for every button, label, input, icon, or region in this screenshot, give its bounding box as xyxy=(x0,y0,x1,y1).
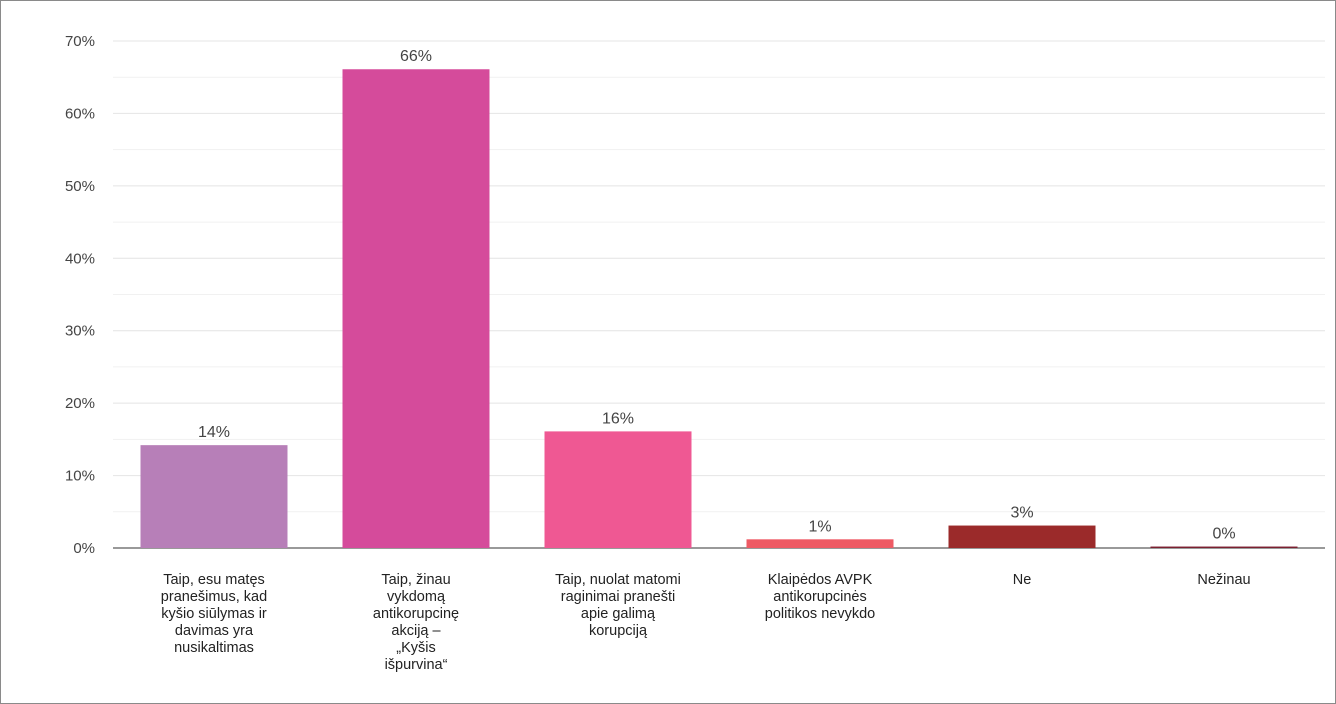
bar xyxy=(544,431,692,548)
y-tick-label: 30% xyxy=(65,323,95,340)
category-label-line: antikorupcinę xyxy=(373,606,459,622)
category-label-line: išpurvina“ xyxy=(385,657,448,673)
category-label-line: „Kyšis xyxy=(396,640,435,656)
gridlines xyxy=(113,40,1325,549)
y-axis-tick-labels: 0% 10% 20% 30% 40% 50% 60% 70% xyxy=(65,33,95,557)
y-tick-label: 10% xyxy=(65,468,95,485)
category-label-line: kyšio siūlymas ir xyxy=(161,606,267,622)
category-label-line: Taip, esu matęs xyxy=(163,572,265,588)
category-label-line: raginimai pranešti xyxy=(561,589,675,605)
category-label-line: apie galimą xyxy=(581,606,656,622)
category-label-line: Ne xyxy=(1013,572,1032,588)
category-label-line: Klaipėdos AVPK xyxy=(768,572,873,588)
category-label: Taip, nuolat matomi raginimai pranešti api… xyxy=(555,572,681,639)
category-label-line: Taip, nuolat matomi xyxy=(555,572,681,588)
data-labels: 14% 66% 16% 1% 3% 0% xyxy=(198,48,1236,542)
category-label: Ne xyxy=(1013,572,1032,588)
category-label: Taip, esu matęs pranešimus, kad kyšio siūl… xyxy=(161,572,267,656)
category-label-line: antikorupcinės xyxy=(773,589,867,605)
category-label: Taip, žinau vykdomą antikorupcinę akciją – „… xyxy=(373,572,459,673)
category-labels: Taip, esu matęs pranešimus, kad kyšio siūl… xyxy=(161,572,1251,673)
category-label-line: davimas yra xyxy=(175,623,254,639)
data-label: 14% xyxy=(198,424,230,441)
category-label-line: Nežinau xyxy=(1197,572,1250,588)
data-label: 0% xyxy=(1212,526,1235,543)
bars xyxy=(140,69,1298,549)
category-label-line: pranešimus, kad xyxy=(161,589,267,605)
y-tick-label: 40% xyxy=(65,250,95,267)
category-label-line: nusikaltimas xyxy=(174,640,254,656)
bar xyxy=(746,539,894,548)
bar xyxy=(948,525,1096,548)
data-label: 3% xyxy=(1010,505,1033,522)
y-tick-label: 70% xyxy=(65,33,95,50)
y-tick-label: 0% xyxy=(73,540,95,557)
bar xyxy=(140,445,288,548)
data-label: 16% xyxy=(602,410,634,427)
y-tick-label: 60% xyxy=(65,105,95,122)
bar xyxy=(1150,546,1298,548)
category-label-line: vykdomą xyxy=(387,589,446,605)
y-tick-label: 20% xyxy=(65,395,95,412)
category-label: Nežinau xyxy=(1197,572,1250,588)
y-tick-label: 50% xyxy=(65,178,95,195)
category-label-line: Taip, žinau xyxy=(381,572,450,588)
category-label: Klaipėdos AVPK antikorupcinės politikos ne… xyxy=(765,572,875,622)
category-label-line: politikos nevykdo xyxy=(765,606,875,622)
bar xyxy=(342,69,490,549)
data-label: 1% xyxy=(808,518,831,535)
category-label-line: akciją – xyxy=(391,623,441,639)
category-label-line: korupciją xyxy=(589,623,648,639)
data-label: 66% xyxy=(400,48,432,65)
